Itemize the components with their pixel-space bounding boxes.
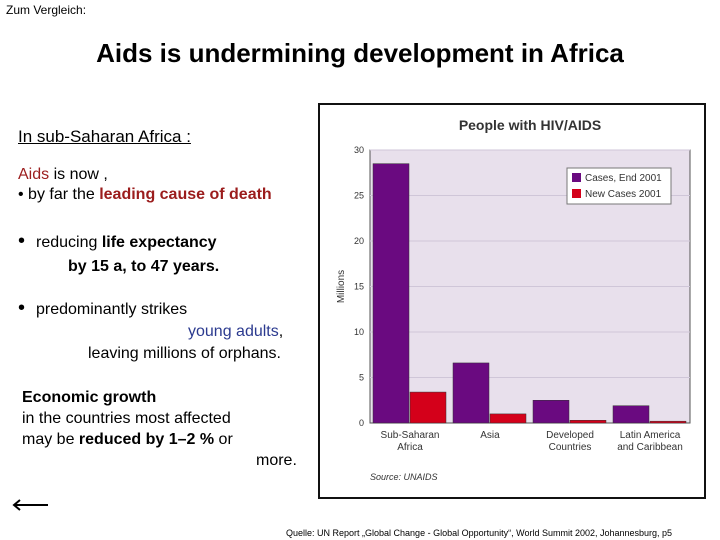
y-tick-label: 0	[359, 418, 364, 428]
young-adults-line: young adults,	[188, 323, 283, 341]
legend-swatch	[572, 189, 581, 198]
hiv-aids-chart: People with HIV/AIDS 0 5 10 15 20 25 30 Millions…	[336, 117, 691, 482]
life-expectancy-text: life expectancy	[101, 234, 217, 251]
x-category-label: Countries	[549, 442, 592, 453]
bar-new-cases	[489, 413, 527, 424]
chart-title: People with HIV/AIDS	[459, 117, 601, 133]
years-line: by 15 a, to 47 years.	[68, 258, 220, 275]
economic-growth-heading: Economic growth	[22, 389, 157, 406]
bar-cases	[372, 163, 410, 424]
x-category-label: Developed	[546, 430, 594, 441]
life-expectancy-line: reducing life expectancy	[36, 234, 217, 252]
aids-now-line: Aids is now ,	[18, 166, 108, 184]
may-be-text: may be	[22, 431, 79, 448]
legend-label: Cases, End 2001	[585, 173, 662, 184]
young-adults-text: young adults	[188, 323, 279, 340]
reducing-text: reducing	[36, 234, 102, 251]
x-category-label: Sub-Saharan	[381, 430, 440, 441]
x-category-label: Asia	[480, 430, 500, 441]
y-tick-label: 5	[359, 373, 364, 383]
bar-new-cases	[649, 420, 687, 424]
orphans-line: leaving millions of orphans.	[88, 345, 281, 362]
bullet-1-marker: •	[18, 230, 26, 252]
y-tick-label: 25	[354, 191, 364, 201]
bar-new-cases	[409, 391, 447, 424]
x-category-label: Latin America	[620, 430, 681, 441]
y-tick-label: 30	[354, 145, 364, 155]
chart-source: Source: UNAIDS	[370, 472, 438, 482]
source-footer: Quelle: UN Report „Global Change - Globa…	[286, 528, 673, 538]
bar-new-cases	[569, 420, 607, 424]
x-category-label: Africa	[397, 442, 423, 453]
comparison-label: Zum Vergleich:	[6, 3, 87, 17]
bar-cases	[612, 405, 650, 424]
or-text: or	[214, 431, 233, 448]
reduced-line: may be reduced by 1–2 % or	[22, 429, 297, 450]
countries-affected-line: in the countries most affected	[22, 410, 231, 427]
comma-text: ,	[278, 323, 284, 340]
is-now-text: is now ,	[49, 166, 108, 183]
y-axis-label: Millions	[336, 270, 347, 303]
reduced-text: reduced by 1–2 %	[78, 431, 215, 448]
chart-frame: People with HIV/AIDS 0 5 10 15 20 25 30 Millions…	[318, 103, 706, 499]
leading-cause-line: • by far the leading cause of death	[18, 186, 272, 204]
y-tick-label: 15	[354, 282, 364, 292]
y-tick-label: 20	[354, 236, 364, 246]
more-line: more.	[256, 452, 297, 469]
by-far-text: • by far the	[18, 186, 100, 203]
y-tick-label: 10	[354, 327, 364, 337]
back-arrow-icon[interactable]	[10, 498, 50, 512]
bullet-2-marker: •	[18, 297, 26, 319]
economic-growth-block: Economic growth in the countries most af…	[22, 387, 297, 471]
bar-cases	[452, 362, 490, 424]
x-category-label: and Caribbean	[617, 442, 683, 453]
slide-title: Aids is undermining development in Afric…	[96, 38, 624, 68]
intro-heading: In sub-Saharan Africa :	[18, 127, 191, 146]
aids-word: Aids	[18, 166, 50, 183]
legend-swatch	[572, 173, 581, 182]
legend-label: New Cases 2001	[585, 189, 662, 200]
strikes-line: predominantly strikes	[36, 301, 188, 318]
bar-cases	[532, 400, 570, 424]
legend-box	[566, 167, 672, 205]
leading-cause-text: leading cause of death	[99, 186, 272, 203]
